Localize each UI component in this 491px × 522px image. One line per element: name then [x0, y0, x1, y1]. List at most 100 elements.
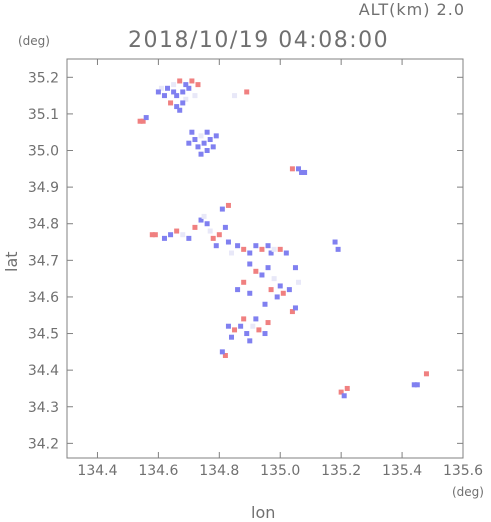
data-point — [274, 294, 280, 300]
data-point — [168, 232, 174, 238]
data-point — [280, 290, 286, 296]
data-point — [265, 320, 271, 326]
y-tick-label: 34.6 — [28, 290, 59, 306]
data-point — [256, 327, 262, 333]
data-point — [259, 272, 265, 278]
y-axis-label: lat — [2, 251, 21, 272]
data-point — [225, 202, 231, 208]
data-point — [158, 85, 164, 91]
data-point — [186, 85, 192, 91]
data-point — [241, 279, 247, 285]
y-tick-label: 34.8 — [28, 217, 59, 233]
data-point — [161, 93, 167, 99]
x-tick-label: 134.4 — [77, 463, 117, 479]
data-point — [207, 137, 213, 143]
data-point — [177, 107, 183, 113]
data-point — [168, 100, 174, 106]
data-point — [238, 323, 244, 329]
altitude-label: ALT(km) 2.0 — [358, 0, 465, 19]
data-point — [192, 224, 198, 230]
data-point — [195, 82, 201, 88]
x-axis-ticks: 134.4 134.6 134.8 135.0 135.2 135.4 135.6 — [77, 59, 483, 479]
data-point — [244, 331, 250, 337]
data-point — [271, 246, 277, 252]
x-axis-unit: (deg) — [452, 485, 484, 499]
data-point — [198, 151, 204, 157]
data-point — [210, 235, 216, 241]
data-point — [296, 279, 302, 285]
data-point — [201, 140, 207, 146]
data-point — [155, 89, 161, 95]
data-point — [177, 78, 183, 84]
data-point — [192, 137, 198, 143]
data-point — [423, 371, 429, 377]
data-point — [204, 148, 210, 154]
x-axis-label: lon — [251, 503, 276, 522]
data-point — [235, 243, 241, 249]
data-point — [262, 331, 268, 337]
y-tick-label: 34.7 — [28, 253, 59, 269]
data-point — [247, 338, 253, 344]
data-point — [210, 144, 216, 150]
data-point — [225, 323, 231, 329]
data-point — [277, 283, 283, 289]
data-point — [174, 104, 180, 110]
data-point — [247, 250, 253, 256]
data-point — [174, 93, 180, 99]
data-point — [186, 235, 192, 241]
y-axis-unit: (deg) — [18, 34, 50, 48]
x-tick-label: 134.6 — [138, 463, 178, 479]
data-point — [201, 213, 207, 219]
y-tick-label: 34.4 — [28, 363, 59, 379]
data-point — [253, 243, 259, 249]
data-point — [344, 385, 350, 391]
data-point — [198, 133, 204, 139]
data-point — [262, 301, 268, 307]
data-point — [302, 169, 308, 175]
x-tick-label: 135.6 — [443, 463, 483, 479]
x-tick-label: 135.4 — [382, 463, 422, 479]
data-point — [232, 327, 238, 333]
data-point — [180, 100, 186, 106]
data-points — [137, 78, 429, 399]
data-point — [253, 268, 259, 274]
data-point — [183, 82, 189, 88]
y-tick-label: 34.5 — [28, 327, 59, 343]
data-point — [171, 82, 177, 88]
data-point — [180, 89, 186, 95]
data-point — [341, 393, 347, 399]
data-point — [180, 232, 186, 238]
data-point — [414, 382, 420, 388]
data-point — [192, 93, 198, 99]
data-point — [292, 265, 298, 271]
data-point — [174, 228, 180, 234]
data-point — [213, 243, 219, 249]
data-point — [204, 221, 210, 227]
y-tick-label: 35.0 — [28, 144, 59, 160]
data-point — [137, 118, 143, 124]
x-tick-label: 134.8 — [199, 463, 239, 479]
data-point — [198, 217, 204, 223]
data-point — [165, 85, 171, 91]
data-point — [140, 118, 146, 124]
x-tick-label: 135.0 — [260, 463, 300, 479]
data-point — [149, 232, 155, 238]
data-point — [225, 239, 231, 245]
data-point — [241, 246, 247, 252]
y-tick-label: 34.3 — [28, 400, 59, 416]
plot-frame — [66, 58, 464, 459]
data-point — [289, 309, 295, 315]
data-point — [289, 166, 295, 172]
data-point — [247, 261, 253, 267]
x-tick-label: 135.2 — [321, 463, 361, 479]
data-point — [216, 232, 222, 238]
timestamp-title: 2018/10/19 04:08:00 — [128, 28, 390, 53]
data-point — [183, 96, 189, 102]
data-point — [195, 144, 201, 150]
data-point — [253, 316, 259, 322]
data-point — [265, 243, 271, 249]
data-point — [286, 287, 292, 293]
data-point — [207, 228, 213, 234]
data-point — [247, 290, 253, 296]
